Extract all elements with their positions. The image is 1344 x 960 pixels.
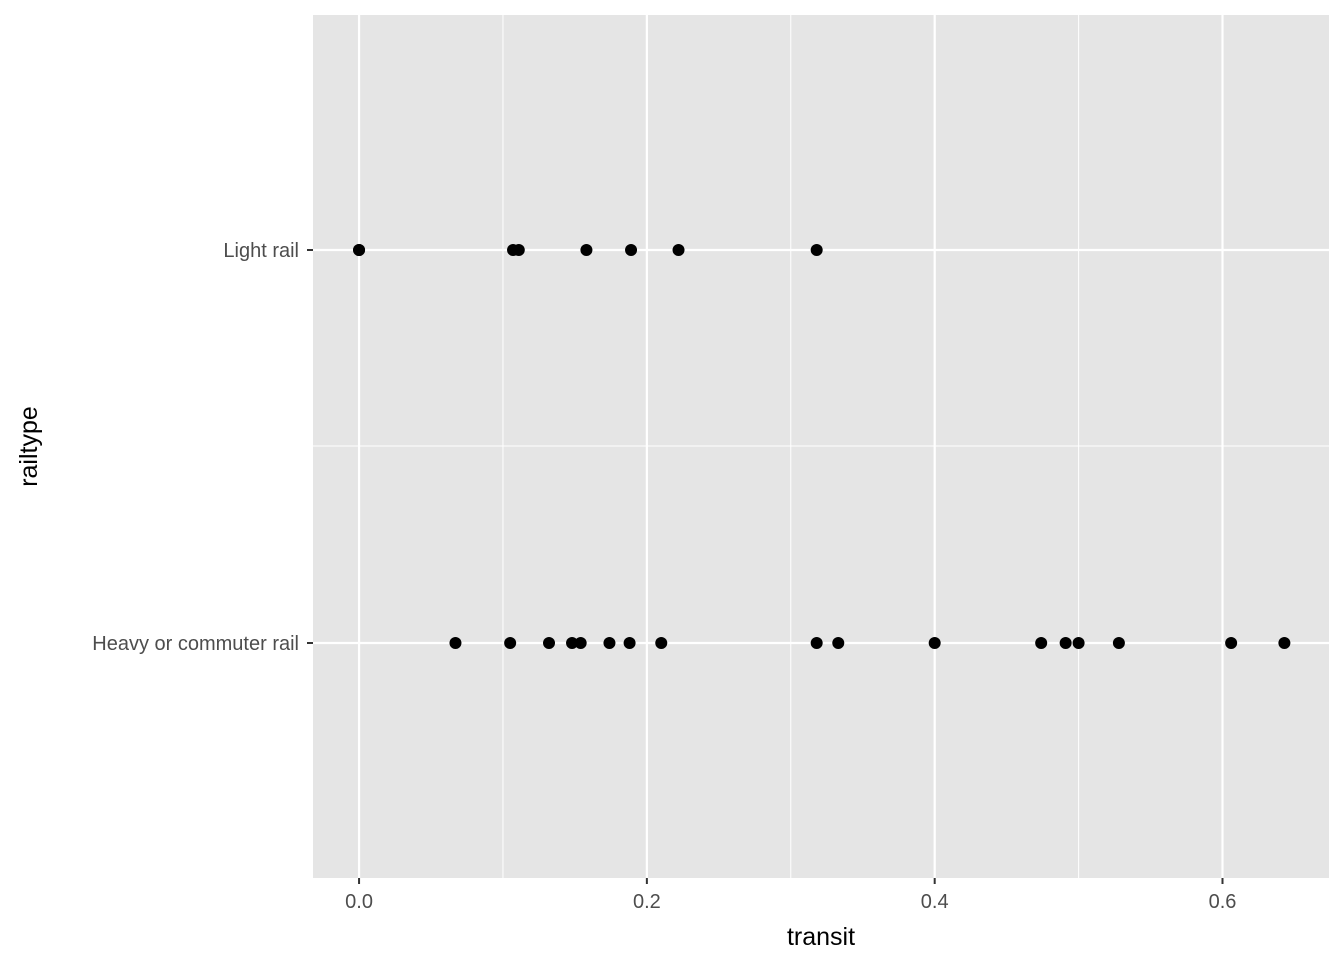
data-point: [566, 637, 579, 649]
y-axis: Heavy or commuter rail Light rail: [92, 240, 313, 655]
data-point: [1225, 637, 1238, 649]
data-point: [625, 244, 638, 256]
data-point: [1112, 637, 1125, 649]
data-point: [672, 244, 685, 256]
data-points: [353, 244, 1291, 649]
data-point: [574, 637, 587, 649]
x-tick-label: 0.4: [921, 891, 949, 913]
data-point: [810, 244, 823, 256]
data-point: [603, 637, 616, 649]
data-point: [449, 637, 462, 649]
data-point: [543, 637, 556, 649]
data-point: [655, 637, 668, 649]
data-point: [512, 244, 525, 256]
data-point: [623, 637, 636, 649]
data-point: [1035, 637, 1048, 649]
x-axis: 0.0 0.2 0.4 0.6: [345, 878, 1236, 913]
data-point: [1278, 637, 1291, 649]
x-axis-title: transit: [787, 923, 855, 951]
data-point: [928, 637, 941, 649]
data-point: [810, 637, 823, 649]
y-tick-label: Heavy or commuter rail: [92, 633, 299, 655]
x-tick-label: 0.0: [345, 891, 373, 913]
data-point: [1072, 637, 1085, 649]
x-tick-label: 0.2: [633, 891, 661, 913]
minor-gridlines: [313, 15, 1329, 878]
y-axis-title: railtype: [15, 406, 43, 487]
y-tick-label: Light rail: [223, 240, 299, 262]
data-point: [1059, 637, 1072, 649]
major-gridlines: [313, 15, 1329, 878]
data-point: [353, 244, 366, 256]
data-point: [832, 637, 845, 649]
x-tick-label: 0.6: [1209, 891, 1237, 913]
data-point: [580, 244, 593, 256]
data-point: [504, 637, 517, 649]
